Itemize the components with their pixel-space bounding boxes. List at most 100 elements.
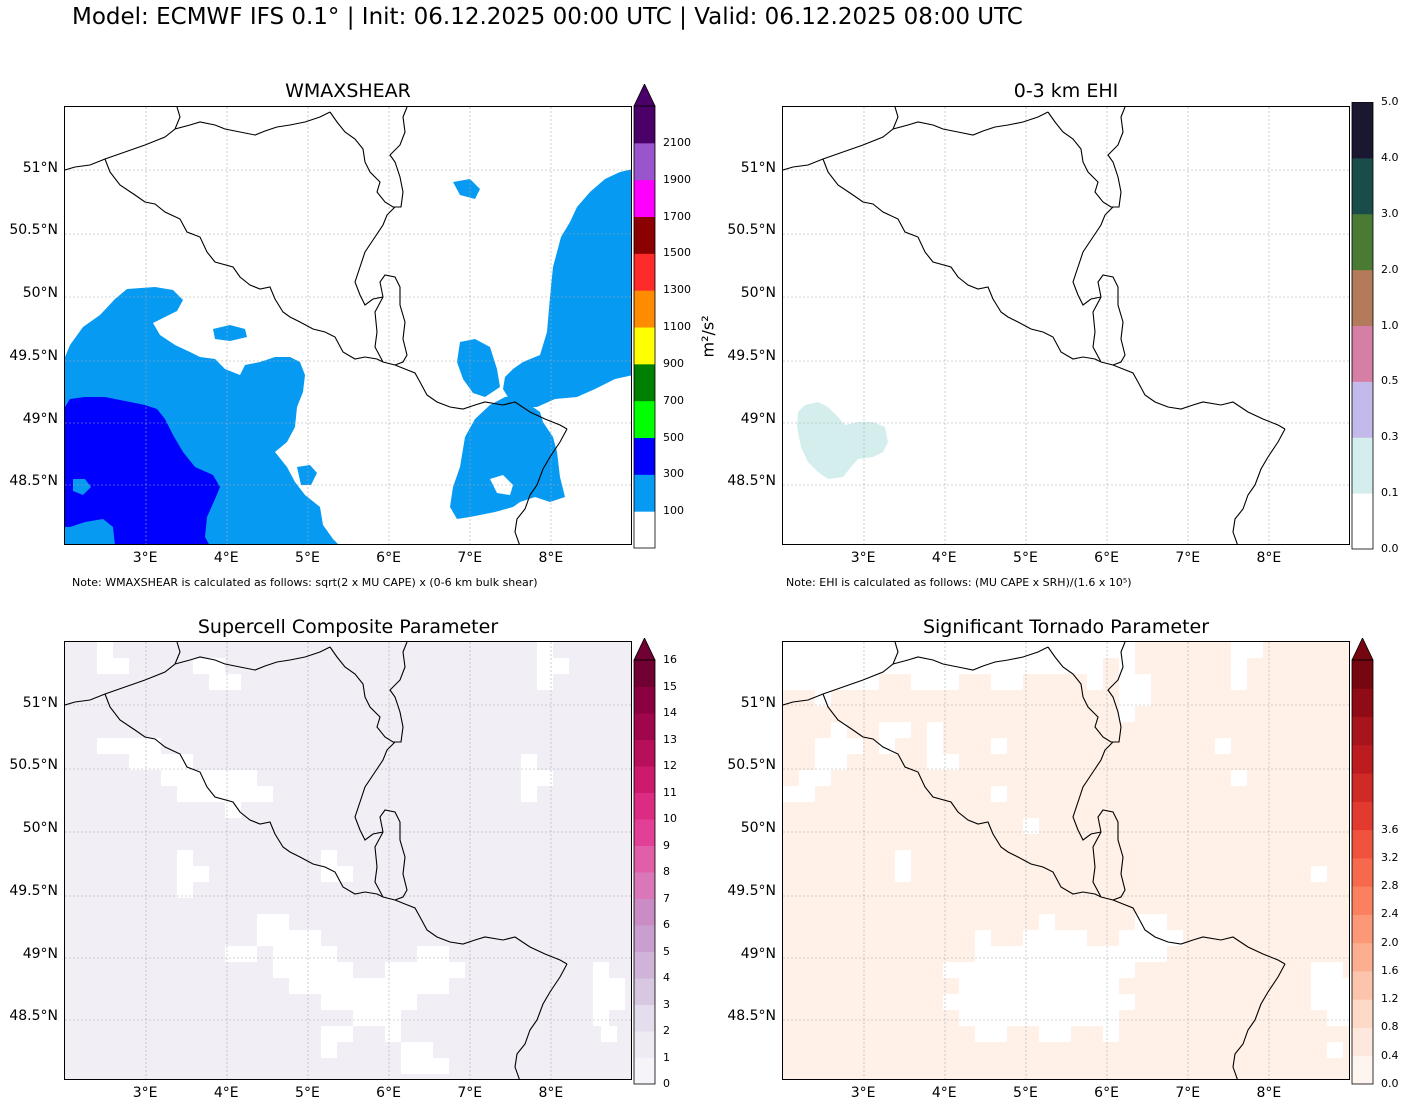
colorbar-segment [634,766,655,793]
colorbar-tick-label: 1900 [663,172,691,186]
lon-tick-label: 5°E [1013,550,1038,566]
colorbar-tick-label: 300 [663,467,684,481]
colorbar-segment [634,253,655,291]
lat-tick-label: 50.5°N [727,757,776,774]
colorbar-segment [1352,970,1373,1000]
colorbar-segment [634,686,655,714]
colorbar-extend-arrow [633,83,656,107]
lon-tick-label: 6°E [1094,550,1119,566]
panel-title-ehi: 0-3 km EHI [1013,80,1119,102]
lat-tick-label: 49°N [22,410,58,427]
ehi-fill-area [797,402,888,479]
colorbar-tick-label: 14 [663,706,677,719]
map-ehi [782,106,1350,545]
colorbar-tick-label: 2.8 [1381,879,1399,893]
gridlines [783,107,1349,544]
note-wmaxshear: Note: WMAXSHEAR is calculated as follows… [72,576,538,589]
colorbar-segment [634,179,655,217]
colorbar-segment [1352,325,1373,382]
wmaxshear-blue-core [65,397,220,544]
lat-tick-label: 50.5°N [9,222,58,239]
lon-tick-label: 3°E [132,1085,158,1101]
colorbar-tick-label: 500 [663,430,684,444]
lat-tick-label: 49°N [740,410,776,427]
lat-tick-label: 50.5°N [727,222,776,239]
colorbar-tick-label: 12 [663,759,677,772]
scp-fill-area [65,642,631,1079]
colorbar-segment [1352,493,1373,550]
colorbar-segment [1352,744,1373,774]
lon-tick-label: 4°E [931,550,957,566]
lat-tick-label: 50.5°N [9,757,58,774]
colorbar-segment [1352,688,1373,718]
lat-tick-label: 51°N [22,159,58,176]
lon-tick-label: 5°E [295,1085,320,1101]
colorbar-tick-label: 5 [663,944,670,958]
colorbar-tick-label: 2.0 [1381,262,1399,276]
gridlines [65,642,631,1079]
colorbar-segment [634,819,655,846]
lat-tick-label: 51°N [740,694,776,711]
colorbar-tick-label: 0.3 [1381,430,1399,444]
colorbar-tick-label: 1100 [663,320,691,333]
colorbar-tick-label: 3 [663,997,670,1011]
colorbar-segment [634,951,655,979]
colorbar-tick-label: 0.8 [1381,1020,1399,1034]
lon-tick-label: 3°E [132,550,158,566]
colorbar-segment [1352,829,1373,859]
colorbar-tick-label: 0.4 [1381,1048,1399,1062]
colorbar-segment [1352,773,1373,802]
colorbar-stp [1351,637,1375,1089]
colorbar-tick-label: 4.0 [1381,150,1399,164]
colorbar-segment [634,739,655,767]
figure-title: Model: ECMWF IFS 0.1° | Init: 06.12.2025… [72,4,1023,30]
colorbar-tick-label: 2.4 [1381,907,1399,921]
lon-tick-label: 4°E [931,1085,957,1101]
colorbar-frame [1351,101,1374,550]
colorbar-segment [634,713,655,740]
wmaxshear-light-patch [73,479,91,495]
colorbar-unit-wmaxshear: m²/s² [698,315,718,358]
colorbar-segment [1352,999,1373,1028]
lat-tick-label: 49°N [22,945,58,962]
country-borders [783,642,1286,1079]
gridlines [65,107,631,544]
colorbar-segment [1352,942,1373,972]
colorbar-extend-arrow [633,637,656,661]
lat-tick-label: 49.5°N [9,347,58,364]
colorbar-segment [634,898,655,926]
colorbar-tick-label: 700 [663,393,684,407]
map-scp [64,641,632,1080]
lon-tick-label: 7°E [1175,1085,1201,1101]
colorbar-tick-label: 1.6 [1381,963,1399,977]
colorbar-segment [1352,157,1373,215]
wmaxshear-small-west [213,325,247,341]
panel-title-stp: Significant Tornado Parameter [922,616,1210,638]
wmaxshear-small-south [297,515,313,537]
colorbar-tick-label: 0 [663,1077,670,1090]
lon-tick-label: 7°E [457,550,483,566]
lat-tick-label: 50°N [22,285,58,302]
colorbar-segment [634,925,655,952]
lon-tick-label: 6°E [376,550,401,566]
colorbar-tick-label: 2100 [663,135,691,149]
colorbar-tick-label: 7 [663,891,670,905]
colorbar-segment [634,511,655,549]
country-borders [65,642,568,1079]
colorbar-segment [1352,716,1373,746]
colorbar-segment [634,1031,655,1058]
lon-tick-label: 8°E [1256,550,1282,566]
colorbar-ehi [1351,101,1375,554]
lon-tick-label: 8°E [538,1085,564,1101]
lon-tick-label: 7°E [1175,550,1201,566]
note-ehi: Note: EHI is calculated as follows: (MU … [786,576,1132,589]
colorbar-tick-label: 0.0 [1381,542,1399,555]
wmaxshear-south-area [450,395,565,519]
lon-tick-label: 5°E [1013,1085,1038,1101]
panel-title-scp: Supercell Composite Parameter [197,616,499,638]
country-borders [65,107,568,544]
lat-tick-label: 51°N [740,159,776,176]
lat-tick-label: 48.5°N [9,1008,58,1025]
colorbar-segment [1352,269,1373,326]
colorbar-segment [634,474,655,512]
